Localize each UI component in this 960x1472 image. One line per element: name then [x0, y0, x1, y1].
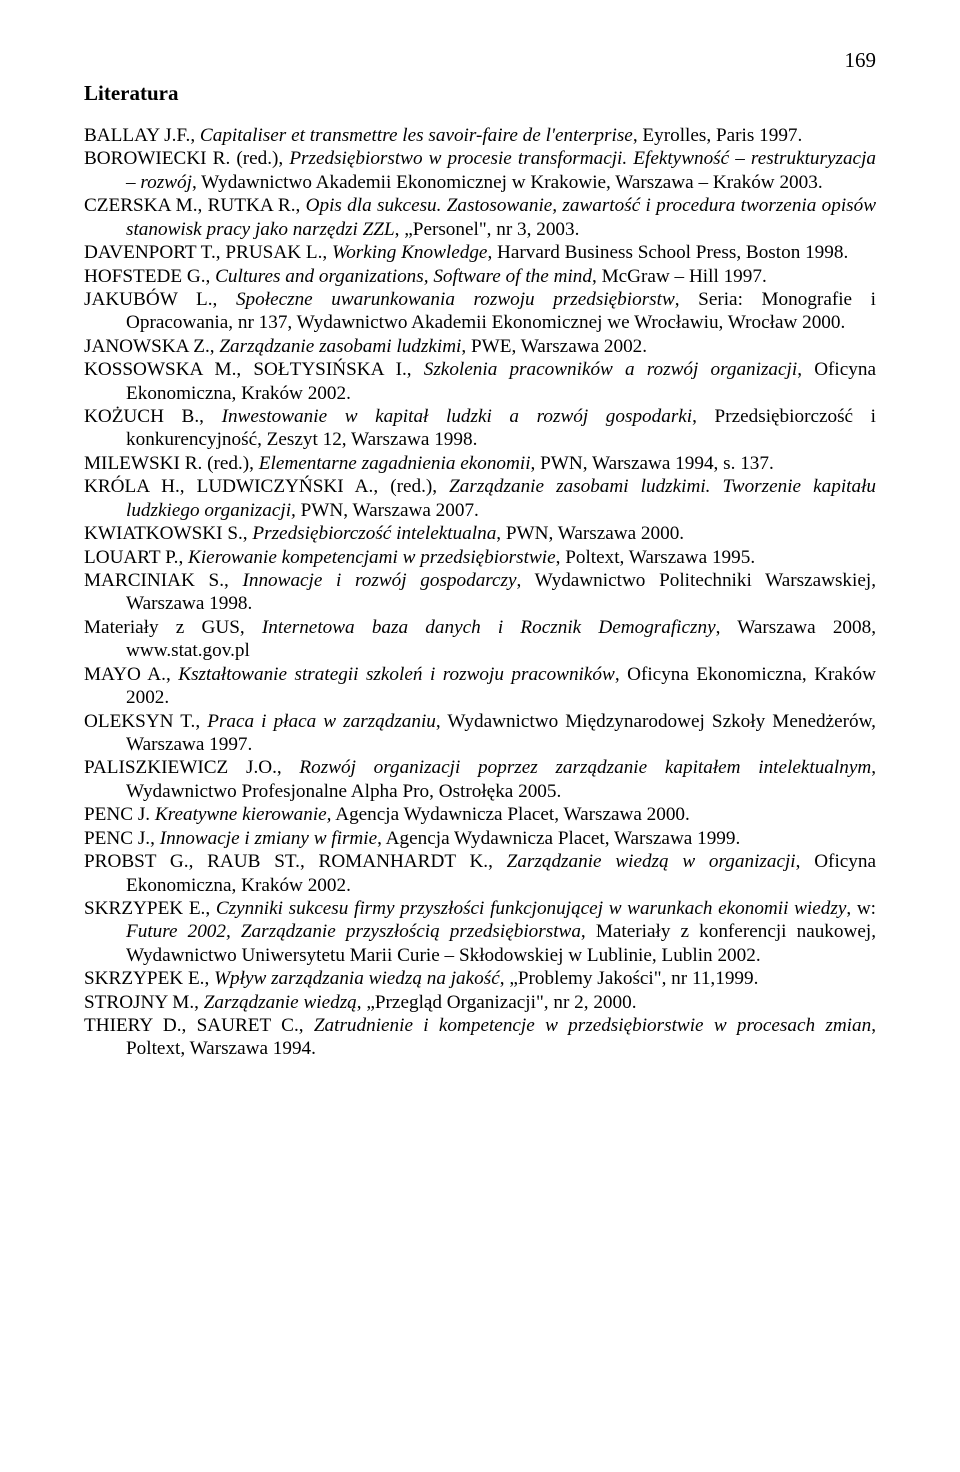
reference-text: PALISZKIEWICZ J.O., — [84, 757, 299, 778]
reference-entry: THIERY D., SAURET C., Zatrudnienie i kom… — [84, 1014, 876, 1061]
reference-text: KOSSOWSKA M., SOŁTYSIŃSKA I., — [84, 359, 424, 380]
reference-text: , Poltext, Warszawa 1995. — [556, 547, 756, 568]
reference-title: Zarządzanie wiedzą w organizacji — [507, 851, 796, 872]
reference-entry: DAVENPORT T., PRUSAK L., Working Knowled… — [84, 241, 876, 264]
reference-title: Cultures and organizations, Software of … — [215, 266, 592, 287]
reference-entry: PALISZKIEWICZ J.O., Rozwój organizacji p… — [84, 756, 876, 803]
reference-entry: KWIATKOWSKI S., Przedsiębiorczość intele… — [84, 522, 876, 545]
reference-text: , „Problemy Jakości", nr 11,1999. — [500, 968, 759, 989]
reference-entry: OLEKSYN T., Praca i płaca w zarządzaniu,… — [84, 710, 876, 757]
reference-entry: MARCINIAK S., Innowacje i rozwój gospoda… — [84, 569, 876, 616]
reference-title: Internetowa baza danych i Rocznik Demogr… — [262, 617, 716, 638]
reference-text: , Agencja Wydawnicza Placet, Warszawa 19… — [377, 828, 740, 849]
reference-text: MARCINIAK S., — [84, 570, 242, 591]
reference-title: Zarządzanie wiedzą — [204, 992, 357, 1013]
reference-text: SKRZYPEK E., — [84, 968, 214, 989]
section-heading: Literatura — [84, 81, 876, 106]
reference-entry: KRÓLA H., LUDWICZYŃSKI A., (red.), Zarzą… — [84, 475, 876, 522]
page-number: 169 — [84, 48, 876, 73]
reference-title: Szkolenia pracowników a rozwój organizac… — [424, 359, 797, 380]
reference-entry: LOUART P., Kierowanie kompetencjami w pr… — [84, 546, 876, 569]
reference-text: BOROWIECKI R. (red.), — [84, 148, 289, 169]
reference-entry: BALLAY J.F., Capitaliser et transmettre … — [84, 124, 876, 147]
reference-text: MAYO A., — [84, 664, 178, 685]
reference-title: Elementarne zagadnienia ekonomii — [259, 453, 531, 474]
reference-title: Rozwój organizacji poprzez zarządzanie k… — [299, 757, 871, 778]
reference-text: KOŻUCH B., — [84, 406, 222, 427]
reference-text: KRÓLA H., LUDWICZYŃSKI A., (red.), — [84, 476, 449, 497]
reference-title: Praca i płaca w zarządzaniu — [207, 711, 436, 732]
reference-text: PENC J. — [84, 804, 155, 825]
reference-entry: KOSSOWSKA M., SOŁTYSIŃSKA I., Szkolenia … — [84, 358, 876, 405]
reference-title: Społeczne uwarunkowania rozwoju przedsię… — [236, 289, 675, 310]
reference-entry: PENC J. Kreatywne kierowanie, Agencja Wy… — [84, 803, 876, 826]
reference-text: BALLAY J.F., — [84, 125, 200, 146]
reference-entry: SKRZYPEK E., Czynniki sukcesu firmy przy… — [84, 897, 876, 967]
reference-text: JANOWSKA Z., — [84, 336, 219, 357]
reference-title: Zatrudnienie i kompetencje w przedsiębio… — [314, 1015, 871, 1036]
reference-title: Czynniki sukcesu firmy przyszłości funkc… — [216, 898, 847, 919]
reference-entry: STROJNY M., Zarządzanie wiedzą, „Przeglą… — [84, 991, 876, 1014]
reference-title: Future 2002, Zarządzanie przyszłością pr… — [126, 921, 581, 942]
reference-title: Innowacje i rozwój gospodarczy — [242, 570, 516, 591]
reference-text: STROJNY M., — [84, 992, 204, 1013]
reference-text: , PWE, Warszawa 2002. — [461, 336, 647, 357]
reference-text: SKRZYPEK E., — [84, 898, 216, 919]
reference-entry: JAKUBÓW L., Społeczne uwarunkowania rozw… — [84, 288, 876, 335]
reference-title: Kreatywne kierowanie, — [155, 804, 332, 825]
reference-text: Materiały z GUS, — [84, 617, 262, 638]
reference-title: Wpływ zarządzania wiedzą na jakość — [214, 968, 500, 989]
references-list: BALLAY J.F., Capitaliser et transmettre … — [84, 124, 876, 1061]
reference-entry: Materiały z GUS, Internetowa baza danych… — [84, 616, 876, 663]
reference-entry: KOŻUCH B., Inwestowanie w kapitał ludzki… — [84, 405, 876, 452]
reference-title: Przedsiębiorczość intelektualna — [252, 523, 496, 544]
reference-text: PROBST G., RAUB ST., ROMANHARDT K., — [84, 851, 507, 872]
reference-text: , „Personel", nr 3, 2003. — [395, 219, 580, 240]
reference-text: JAKUBÓW L., — [84, 289, 236, 310]
reference-text: PENC J., — [84, 828, 160, 849]
reference-text: PWN, Warszawa 2007. — [296, 500, 479, 521]
reference-text: , Wydawnictwo Akademii Ekonomicznej w Kr… — [192, 172, 823, 193]
reference-text: , McGraw – Hill 1997. — [592, 266, 767, 287]
reference-title: Innowacje i zmiany w firmie — [160, 828, 377, 849]
reference-text: , „Przegląd Organizacji", nr 2, 2000. — [357, 992, 637, 1013]
reference-entry: PROBST G., RAUB ST., ROMANHARDT K., Zarz… — [84, 850, 876, 897]
reference-text: KWIATKOWSKI S., — [84, 523, 252, 544]
reference-title: Kształtowanie strategii szkoleń i rozwoj… — [178, 664, 615, 685]
page-container: 169 Literatura BALLAY J.F., Capitaliser … — [0, 0, 960, 1109]
reference-title: Inwestowanie w kapitał ludzki a rozwój g… — [222, 406, 693, 427]
reference-title: Working Knowledge — [332, 242, 487, 263]
reference-entry: MILEWSKI R. (red.), Elementarne zagadnie… — [84, 452, 876, 475]
reference-text: HOFSTEDE G., — [84, 266, 215, 287]
reference-entry: JANOWSKA Z., Zarządzanie zasobami ludzki… — [84, 335, 876, 358]
reference-text: , PWN, Warszawa 1994, s. 137. — [531, 453, 774, 474]
reference-title: Kierowanie kompetencjami w przedsiębiors… — [188, 547, 556, 568]
reference-text: , w: — [846, 898, 876, 919]
reference-text: MILEWSKI R. (red.), — [84, 453, 259, 474]
reference-text: LOUART P., — [84, 547, 188, 568]
reference-text: OLEKSYN T., — [84, 711, 207, 732]
reference-entry: MAYO A., Kształtowanie strategii szkoleń… — [84, 663, 876, 710]
reference-entry: SKRZYPEK E., Wpływ zarządzania wiedzą na… — [84, 967, 876, 990]
reference-entry: HOFSTEDE G., Cultures and organizations,… — [84, 265, 876, 288]
reference-text: CZERSKA M., RUTKA R., — [84, 195, 306, 216]
reference-entry: CZERSKA M., RUTKA R., Opis dla sukcesu. … — [84, 194, 876, 241]
reference-text: THIERY D., SAURET C., — [84, 1015, 314, 1036]
reference-title: Capitaliser et transmettre les savoir-fa… — [200, 125, 633, 146]
reference-entry: BOROWIECKI R. (red.), Przedsiębiorstwo w… — [84, 147, 876, 194]
reference-text: , Eyrolles, Paris 1997. — [633, 125, 802, 146]
reference-text: Agencja Wydawnicza Placet, Warszawa 2000… — [331, 804, 689, 825]
reference-text: DAVENPORT T., PRUSAK L., — [84, 242, 332, 263]
reference-text: , Harvard Business School Press, Boston … — [487, 242, 848, 263]
reference-title: Zarządzanie zasobami ludzkimi — [219, 336, 461, 357]
reference-text: , PWN, Warszawa 2000. — [496, 523, 684, 544]
reference-entry: PENC J., Innowacje i zmiany w firmie, Ag… — [84, 827, 876, 850]
